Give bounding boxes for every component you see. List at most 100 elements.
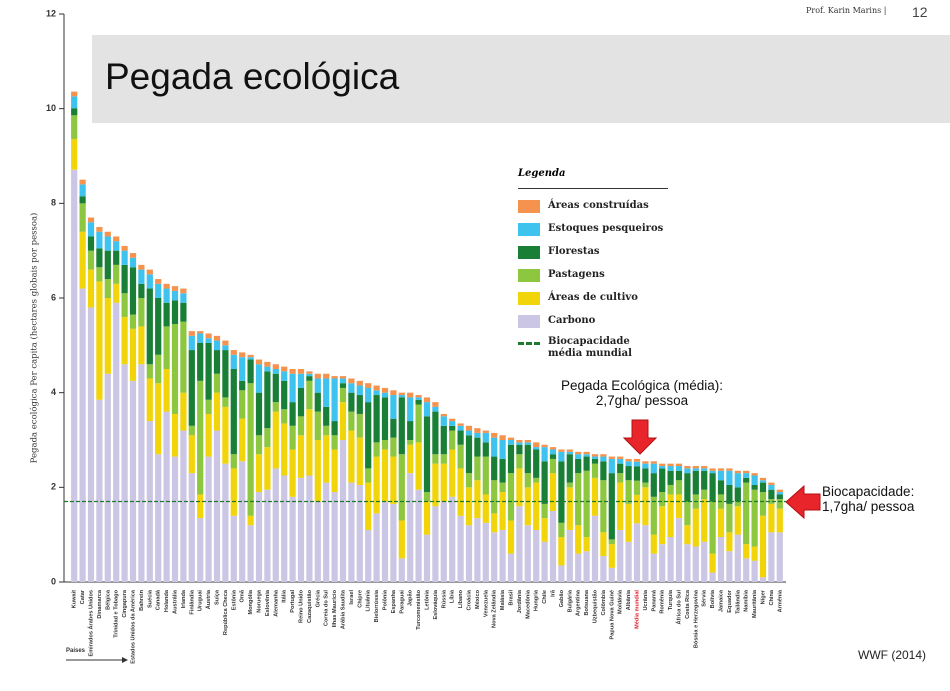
bar-segment <box>776 508 783 533</box>
bar-segment <box>759 492 767 516</box>
y-tick-label: 2 <box>51 482 56 492</box>
x-tick-label: Omã <box>240 589 246 602</box>
bar-segment <box>205 338 212 343</box>
x-tick-label: Lituânia <box>366 589 372 611</box>
bar-segment <box>499 440 506 459</box>
bar-segment <box>121 245 128 251</box>
bar-segment <box>415 395 422 398</box>
annotation-footprint: Pegada Ecológica (média): 2,7gha/ pessoa <box>560 378 724 408</box>
x-tick-label: Suécia <box>147 589 153 608</box>
bar-segment <box>432 506 439 582</box>
bar-segment <box>717 537 725 582</box>
bar-segment <box>642 461 649 464</box>
bar-segment <box>281 371 288 381</box>
bar-segment <box>474 437 481 457</box>
x-tick-label: Bélgica <box>105 589 111 610</box>
bar-segment <box>600 454 607 457</box>
x-tick-label: Paraguai <box>399 590 405 614</box>
bar-segment <box>323 406 330 426</box>
bar-segment <box>617 482 624 530</box>
bar-segment <box>255 454 263 493</box>
bar-segment <box>566 454 573 483</box>
x-tick-label: Argentina <box>576 589 582 616</box>
bar-segment <box>575 458 582 474</box>
bar-segment <box>281 475 288 582</box>
bar-segment <box>701 541 708 582</box>
bar-segment <box>188 435 195 474</box>
bar-segment <box>129 380 137 582</box>
bar-segment <box>684 525 691 545</box>
bar-segment <box>759 477 767 481</box>
bar-segment <box>675 480 683 495</box>
bar-segment <box>759 515 767 578</box>
bar-segment <box>171 324 179 414</box>
x-tick-label: Ucrânia <box>643 589 649 610</box>
bar-segment <box>297 373 305 388</box>
bar-segment <box>197 380 204 495</box>
legend-swatch <box>518 269 540 282</box>
x-tick-label: Itália <box>282 589 288 603</box>
bar-segment <box>323 425 330 436</box>
bar-segment <box>575 451 582 455</box>
bar-segment <box>323 482 330 582</box>
bar-segment <box>188 335 195 351</box>
bar-segment <box>113 241 120 251</box>
bar-segment <box>264 489 271 582</box>
bar-segment <box>398 397 405 455</box>
bar-segment <box>129 257 137 268</box>
bar-segment <box>138 283 145 298</box>
bar-segment <box>356 395 363 414</box>
bar-segment <box>356 380 363 386</box>
bar-segment <box>180 321 187 393</box>
y-axis-label: Pegada ecológica Per capita (hectares gl… <box>29 213 40 464</box>
x-tick-label: Nova Zelândia <box>492 589 498 628</box>
bar-segment <box>625 503 632 542</box>
bar-segment <box>465 425 473 431</box>
bar-segment <box>726 532 733 552</box>
bar-segment <box>348 378 355 384</box>
bar-segment <box>104 279 111 298</box>
x-tick-label: Turquia <box>668 589 674 610</box>
bar-segment <box>575 473 582 526</box>
bar-segment <box>449 430 456 450</box>
bar-segment <box>205 342 212 400</box>
bar-segment <box>180 430 187 582</box>
legend-item: Áreas de cultivo <box>518 292 638 308</box>
bar-segment <box>465 473 473 488</box>
legend-label: Pastagens <box>548 269 605 280</box>
bar-segment <box>289 373 296 403</box>
bar-segment <box>213 340 221 351</box>
bar-segment <box>482 456 489 495</box>
x-tick-label: Bielorrússia <box>374 589 380 622</box>
bar-segment <box>289 496 296 582</box>
bar-segment <box>272 373 279 403</box>
bar-segment <box>79 196 86 204</box>
bar-segment <box>516 468 523 507</box>
bar-segment <box>759 482 767 493</box>
bar-segment <box>365 468 372 483</box>
bar-segment <box>129 314 137 329</box>
bar-segment <box>306 376 313 381</box>
bar-segment <box>398 454 405 521</box>
bar-segment <box>87 269 95 308</box>
bar-segment <box>675 494 683 519</box>
bar-segment <box>457 423 464 426</box>
bar-segment <box>449 425 456 431</box>
bar-segment <box>230 350 237 355</box>
bar-segment <box>381 501 389 582</box>
bar-segment <box>776 489 783 493</box>
bar-segment <box>331 376 338 379</box>
bar-segment <box>457 430 464 445</box>
bar-segment <box>701 466 708 469</box>
bar-segment <box>566 529 573 582</box>
x-tick-label: Estados Unidos da América <box>130 589 136 664</box>
bar-segment <box>642 487 649 526</box>
bar-segment <box>146 274 153 289</box>
bar-segment <box>247 354 254 358</box>
bar-segment <box>499 482 506 493</box>
bar-segment <box>339 376 347 379</box>
bar-segment <box>675 518 683 582</box>
bar-segment <box>549 473 557 511</box>
bar-segment <box>768 499 775 504</box>
bar-segment <box>71 108 78 116</box>
